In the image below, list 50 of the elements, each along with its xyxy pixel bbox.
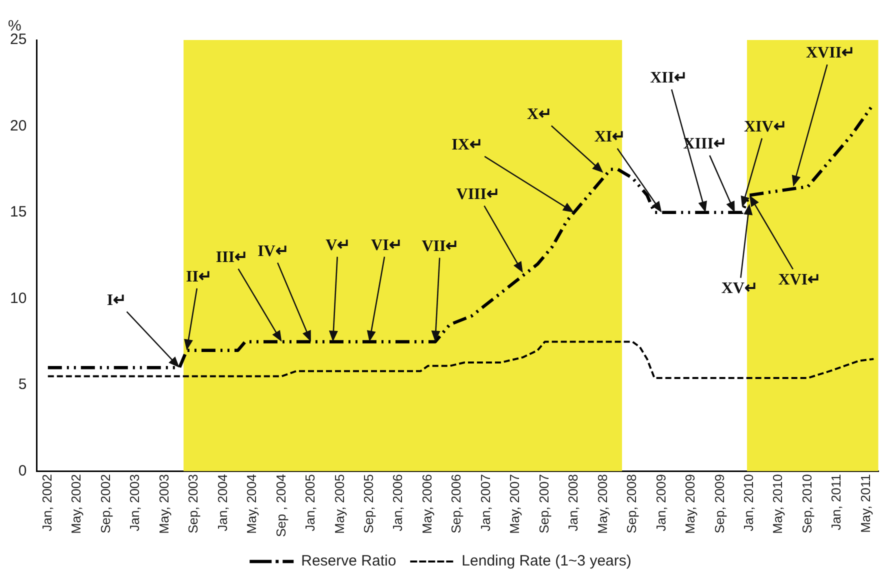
annotation: X↵ — [526, 106, 552, 123]
legend-label: Lending Rate (1~3 years) — [462, 552, 632, 570]
annotation: XVI↵ — [778, 271, 821, 288]
x-tick-label: May, 2002 — [68, 474, 84, 534]
x-tick-label: Sep, 2005 — [361, 474, 376, 534]
annotation: I↵ — [106, 292, 126, 309]
annotation: II↵ — [186, 268, 212, 286]
annotation: VIII↵ — [456, 186, 500, 203]
x-tick-label: Sep, 2007 — [536, 474, 552, 534]
x-tick-label: Sep , 2004 — [273, 474, 288, 538]
annotation: IX↵ — [452, 136, 482, 154]
x-tick-label: May, 2004 — [244, 474, 260, 534]
x-tick-label: Jan, 2009 — [653, 474, 668, 532]
annotation: VI↵ — [371, 236, 402, 254]
x-tick-label: Jan, 2010 — [741, 474, 756, 532]
legend-label: Reserve Ratio — [301, 552, 396, 570]
x-tick-label: May, 2003 — [156, 474, 172, 534]
x-tick-label: Jan, 2006 — [390, 474, 406, 532]
annotation: XVII↵ — [806, 44, 855, 62]
x-tick-label: May, 2009 — [682, 474, 698, 534]
x-tick-label: Jan, 2002 — [39, 474, 54, 532]
x-tick-label: Sep, 2003 — [186, 474, 201, 534]
x-tick-label: Sep, 2008 — [624, 474, 640, 534]
annotation: XII↵ — [650, 70, 688, 87]
y-tick-label: 20 — [10, 117, 27, 134]
x-tick-label: Jan, 2004 — [214, 474, 230, 532]
y-tick-label: 5 — [18, 376, 27, 394]
x-tick-label: May, 2008 — [594, 474, 610, 534]
x-tick-label: Sep, 2002 — [98, 474, 113, 534]
x-tick-label: May, 2006 — [419, 474, 434, 534]
x-tick-label: May, 2007 — [507, 474, 522, 534]
x-tick-label: Sep, 2006 — [448, 474, 464, 534]
y-tick-label: 0 — [18, 462, 27, 480]
x-tick-label: Jan, 2005 — [302, 474, 318, 532]
y-tick-label: 15 — [10, 204, 27, 221]
line-series — [46, 340, 875, 379]
x-tick-label: May, 2011 — [858, 474, 873, 533]
x-tick-label: May, 2005 — [332, 474, 347, 534]
annotation: IV↵ — [258, 242, 288, 260]
annotation: V↵ — [326, 236, 350, 254]
x-tick-label: May, 2010 — [770, 474, 786, 534]
x-tick-label: Jan, 2008 — [566, 474, 581, 532]
annotation: III↵ — [216, 248, 248, 266]
y-tick-label: 10 — [10, 290, 27, 307]
x-tick-label: Jan, 2007 — [478, 474, 493, 532]
x-tick-label: Jan, 2003 — [127, 474, 142, 532]
x-tick-label: Sep, 2010 — [799, 474, 814, 534]
x-tick-label: Sep, 2009 — [712, 474, 727, 534]
x-tick-label: Jan, 2011 — [828, 474, 844, 530]
annotation: VII↵ — [422, 238, 459, 255]
